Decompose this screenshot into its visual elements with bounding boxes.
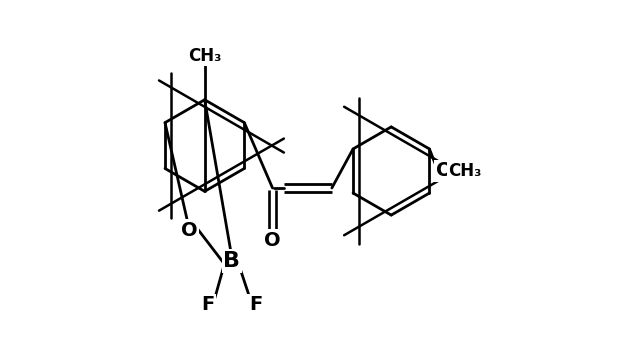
Text: O: O xyxy=(264,231,281,250)
Text: F: F xyxy=(249,295,262,315)
Text: F: F xyxy=(202,295,214,315)
Text: CH₃: CH₃ xyxy=(188,47,221,65)
Text: CH₃: CH₃ xyxy=(448,162,481,180)
Text: O: O xyxy=(181,221,198,240)
Text: O: O xyxy=(435,161,452,181)
Text: B: B xyxy=(223,251,240,271)
